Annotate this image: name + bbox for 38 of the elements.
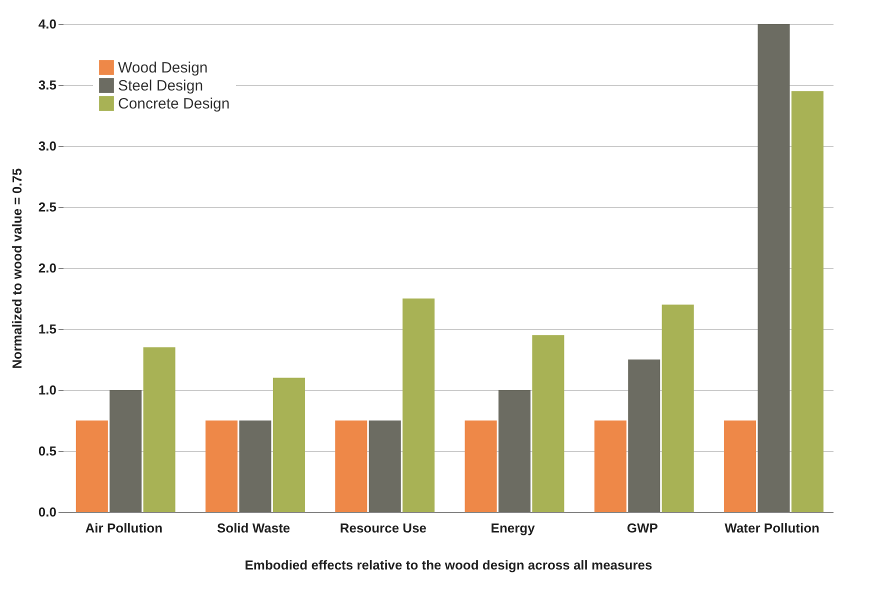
- bar: [724, 420, 756, 512]
- bar: [532, 335, 564, 512]
- bar: [143, 347, 176, 512]
- x-tick-label: Water Pollution: [724, 520, 820, 536]
- y-tick-label: 4.0: [38, 16, 56, 32]
- x-tick-label: GWP: [626, 520, 658, 536]
- bar: [368, 420, 401, 512]
- legend-label: Steel Design: [118, 78, 204, 94]
- x-tick-label: Air Pollution: [85, 520, 163, 536]
- bar: [662, 304, 694, 512]
- y-tick-label: 3.0: [38, 138, 56, 154]
- y-tick-label: 1.5: [38, 322, 56, 336]
- y-tick-label: 2.5: [38, 200, 56, 214]
- bar: [272, 378, 305, 512]
- bar: [110, 390, 142, 512]
- y-axis-title: Normalized to wood value = 0.75: [9, 168, 24, 369]
- bar: [758, 24, 790, 512]
- x-tick-label: Solid Waste: [216, 520, 290, 536]
- legend-label: Concrete Design: [118, 96, 230, 112]
- bar: [498, 390, 531, 512]
- bar: [76, 420, 108, 512]
- y-tick-label: 1.0: [38, 382, 56, 398]
- y-tick-label: 0.0: [38, 504, 56, 520]
- y-tick-label: 3.5: [38, 78, 56, 92]
- bar: [335, 420, 368, 512]
- x-tick-label: Energy: [490, 520, 536, 536]
- y-tick-label: 2.0: [38, 260, 56, 276]
- bar: [464, 420, 497, 512]
- bar: [402, 298, 435, 512]
- bar: [594, 420, 626, 512]
- legend-label: Wood Design: [118, 60, 208, 76]
- x-axis-title: Embodied effects relative to the wood design across all measures: [244, 558, 652, 572]
- y-tick-label: 0.5: [38, 444, 56, 458]
- bar: [239, 420, 272, 512]
- bar: [206, 420, 238, 512]
- bar: [791, 91, 824, 512]
- x-tick-label: Resource Use: [340, 520, 427, 536]
- bar: [628, 360, 660, 512]
